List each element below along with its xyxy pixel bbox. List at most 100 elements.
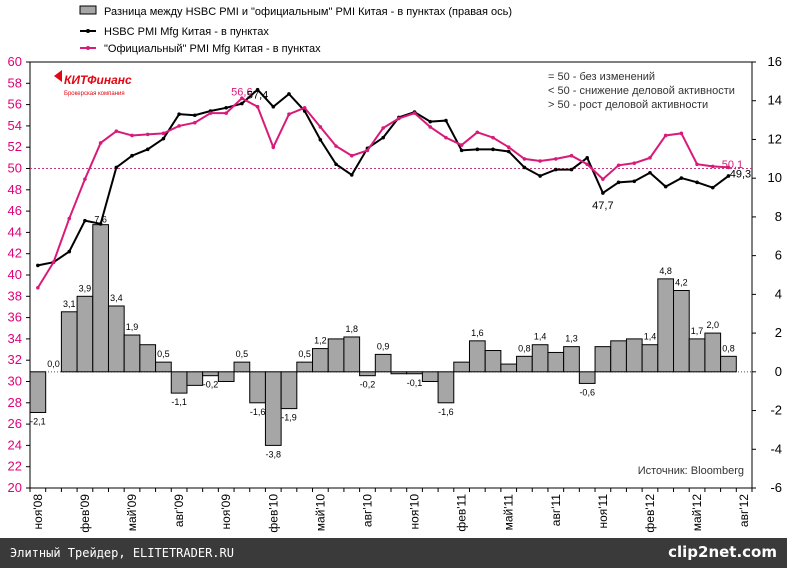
diff-bar	[468, 340, 486, 373]
bar-value-label: -1,9	[281, 413, 297, 423]
footer-bar: Элитный Трейдер, ELITETRADER.RU clip2net…	[0, 538, 787, 568]
official-pmi-point	[412, 111, 417, 115]
bar-value-label: -0,2	[360, 380, 376, 390]
chart-note: = 50 - без изменений	[548, 71, 655, 83]
bar-value-label: 3,9	[79, 283, 92, 293]
legend-swatch-bar	[79, 5, 97, 15]
bar-value-label: 4,8	[659, 266, 672, 276]
right-axis-tick-label: 0	[775, 364, 782, 379]
diff-bar	[107, 305, 125, 373]
bar-value-label: -3,8	[266, 449, 282, 459]
diff-bar	[421, 371, 439, 382]
footer-text: Элитный Трейдер, ELITETRADER.RU	[10, 546, 234, 560]
x-axis-tick-label: фев'12	[643, 494, 657, 533]
official-pmi-point	[130, 133, 134, 138]
x-axis-tick-label: май'12	[690, 494, 704, 532]
bar-value-label: 3,4	[110, 293, 123, 303]
official-pmi-point	[491, 135, 495, 140]
hsbc-pmi-point	[522, 165, 527, 170]
official-pmi-point	[114, 129, 119, 134]
left-axis-tick-label: 54	[8, 118, 22, 133]
bar-value-label: 2,0	[707, 320, 720, 330]
hsbc-pmi-point	[616, 180, 621, 185]
right-axis-tick-label: 4	[775, 286, 782, 301]
x-axis-tick-label: авг'12	[737, 494, 751, 527]
diff-bar	[484, 350, 502, 373]
official-pmi-point	[663, 133, 668, 138]
official-pmi-point	[444, 135, 448, 140]
x-axis-tick-label: ноя'10	[408, 494, 422, 530]
diff-bar	[531, 344, 549, 373]
hsbc-pmi-point	[569, 167, 574, 172]
hsbc-pmi-point	[601, 191, 605, 195]
hsbc-pmi-point	[679, 176, 684, 180]
clip2net-logo-text: clip2net.com	[668, 543, 777, 561]
left-axis-tick-label: 40	[8, 267, 22, 282]
hsbc-pmi-point	[632, 179, 637, 184]
left-axis-tick-label: 44	[8, 224, 22, 239]
line-value-label: 47,7	[592, 200, 613, 212]
left-axis-tick-label: 20	[8, 480, 22, 495]
diff-bar	[720, 355, 737, 373]
hsbc-pmi-point	[193, 113, 197, 118]
x-axis-tick-label: ноя'11	[596, 494, 610, 529]
bar-value-label: 0,9	[377, 341, 390, 351]
kitfinance-logo-icon	[54, 70, 62, 82]
clip2net-logo[interactable]: clip2net.com	[668, 543, 777, 561]
official-pmi-point	[616, 163, 621, 168]
diff-bar	[610, 340, 627, 373]
x-axis-tick-label: авг'09	[172, 494, 186, 527]
official-pmi-point	[224, 111, 228, 115]
diff-bar	[233, 361, 251, 373]
diff-bar	[155, 361, 172, 373]
bar-value-label: 1,3	[565, 334, 578, 344]
left-axis-tick-label: 38	[8, 288, 22, 303]
hsbc-pmi-point	[224, 105, 228, 110]
diff-bar	[92, 224, 109, 373]
official-pmi-point	[381, 126, 385, 130]
diff-bar	[312, 348, 329, 373]
official-pmi-point	[67, 216, 72, 221]
left-axis-tick-label: 26	[8, 416, 22, 431]
official-pmi-point	[161, 131, 166, 136]
right-axis-tick-label: -6	[770, 480, 782, 495]
bar-value-label: -0,6	[579, 387, 595, 397]
bar-value-label: 1,4	[534, 332, 547, 342]
chart-note: < 50 - снижение деловой активности	[548, 85, 735, 97]
diff-bar	[186, 371, 204, 386]
hsbc-pmi-point	[444, 118, 448, 123]
kitfinance-logo-subtext: Брокерская компания	[64, 91, 125, 97]
bar-value-label: -1,6	[250, 407, 266, 417]
official-pmi-point	[601, 177, 605, 181]
legend-label-official: "Официальный" PMI Mfg Китая - в пунктах	[104, 43, 321, 55]
hsbc-pmi-point	[349, 173, 354, 177]
x-axis-tick-label: авг'11	[549, 494, 563, 527]
bar-value-label: 1,2	[314, 336, 327, 346]
right-axis-tick-label: -2	[770, 403, 782, 418]
bar-value-label: 1,8	[346, 324, 359, 334]
official-pmi-point	[177, 124, 181, 128]
hsbc-pmi-point	[240, 101, 244, 106]
hsbc-pmi-point	[506, 149, 511, 154]
diff-bar	[76, 295, 94, 373]
diff-bar	[264, 371, 282, 446]
diff-bar	[594, 346, 612, 373]
diff-bar	[217, 371, 235, 382]
bar-value-label: 0,5	[157, 349, 170, 359]
left-axis-tick-label: 42	[8, 246, 22, 261]
diff-bar	[625, 338, 643, 373]
left-axis-tick-label: 30	[8, 374, 22, 389]
right-axis-tick-label: -4	[770, 441, 782, 456]
line-value-label: 57,4	[247, 90, 268, 102]
diff-bar	[202, 371, 219, 377]
diff-bar	[296, 361, 314, 373]
diff-bar	[249, 371, 266, 404]
x-axis-tick-label: ноя'08	[31, 494, 45, 530]
official-pmi-point	[287, 112, 291, 116]
diff-bar	[390, 371, 408, 375]
official-pmi-point	[98, 141, 103, 145]
hsbc-pmi-point	[585, 156, 589, 160]
hsbc-pmi-point	[271, 104, 276, 109]
hsbc-pmi-point	[83, 218, 87, 223]
bar-value-label: -1,1	[171, 397, 187, 407]
